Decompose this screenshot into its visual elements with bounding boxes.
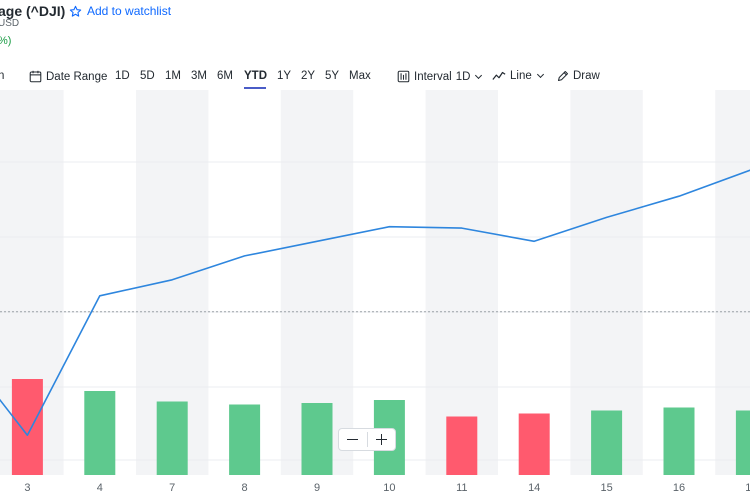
draw-label: Draw bbox=[573, 70, 600, 82]
x-tick-label: 15 bbox=[600, 482, 612, 494]
volume-bar bbox=[301, 403, 333, 475]
x-tick-label: 4 bbox=[97, 482, 103, 494]
zoom-in-button[interactable] bbox=[368, 429, 396, 450]
chart-type-dropdown[interactable]: Line bbox=[492, 70, 544, 82]
volume-bar bbox=[735, 410, 750, 475]
volume-bar bbox=[591, 410, 623, 475]
active-range-indicator bbox=[244, 87, 266, 89]
interval-label: Interval bbox=[414, 70, 452, 83]
volume-bar bbox=[518, 413, 550, 475]
star-icon bbox=[69, 5, 82, 17]
date-range-label: Date Range bbox=[46, 70, 108, 83]
x-axis-ticks: 3 4 7 8 9 10 11 14 15 16 17 bbox=[24, 482, 750, 494]
range-ytd-button[interactable]: YTD bbox=[244, 70, 267, 82]
range-1y-button[interactable]: 1Y bbox=[277, 70, 292, 82]
volume-bar bbox=[663, 407, 695, 475]
range-6m-button[interactable]: 6M bbox=[217, 70, 233, 82]
range-max-button[interactable]: Max bbox=[349, 70, 371, 82]
x-tick-label: 3 bbox=[24, 482, 30, 494]
range-1d-button[interactable]: 1D bbox=[115, 70, 130, 82]
chart-type-label: Line bbox=[510, 70, 532, 82]
add-to-watchlist-button[interactable]: Add to watchlist bbox=[69, 4, 171, 18]
volume-bar bbox=[156, 401, 188, 475]
quote-header: age (^DJI) Add to watchlist USD %) bbox=[0, 0, 750, 60]
volume-bar bbox=[229, 404, 261, 475]
currency-label: USD bbox=[0, 18, 20, 29]
volume-bar bbox=[11, 379, 43, 475]
price-chart[interactable]: 3 4 7 8 9 10 11 14 15 16 17 bbox=[0, 90, 750, 500]
chart-band bbox=[425, 90, 498, 475]
line-chart-icon bbox=[492, 71, 506, 80]
minus-icon bbox=[347, 438, 359, 441]
partial-toolbar-item[interactable]: n bbox=[0, 70, 5, 82]
range-3m-button[interactable]: 3M bbox=[191, 70, 207, 82]
zoom-out-button[interactable] bbox=[339, 429, 367, 450]
quote-title: age (^DJI) bbox=[0, 3, 66, 19]
volume-bar bbox=[84, 391, 116, 475]
range-5d-button[interactable]: 5D bbox=[140, 70, 155, 82]
calendar-icon bbox=[29, 70, 42, 83]
pencil-icon bbox=[557, 70, 569, 82]
x-tick-label: 9 bbox=[314, 482, 320, 494]
interval-dropdown[interactable]: Interval 1D bbox=[397, 70, 483, 83]
x-tick-label: 17 bbox=[745, 482, 750, 494]
x-tick-label: 16 bbox=[673, 482, 685, 494]
chevron-down-icon bbox=[536, 70, 544, 79]
x-tick-label: 10 bbox=[383, 482, 395, 494]
chart-toolbar: n Date Range 1D 5D 1M 3M 6M YTD 1Y 2Y 5Y… bbox=[0, 66, 750, 90]
date-range-button[interactable]: Date Range bbox=[29, 70, 107, 83]
interval-value: 1D bbox=[455, 70, 471, 83]
plus-icon bbox=[375, 434, 387, 445]
candlestick-icon bbox=[397, 70, 410, 83]
range-2y-button[interactable]: 2Y bbox=[301, 70, 316, 82]
chevron-down-icon bbox=[475, 71, 483, 79]
x-tick-label: 7 bbox=[169, 482, 175, 494]
range-1m-button[interactable]: 1M bbox=[165, 70, 181, 82]
zoom-divider bbox=[366, 432, 368, 447]
x-tick-label: 11 bbox=[456, 482, 467, 494]
x-tick-label: 14 bbox=[528, 482, 540, 494]
price-line bbox=[0, 169, 750, 437]
volume-bar bbox=[446, 416, 478, 475]
zoom-controls bbox=[338, 428, 396, 451]
price-change: %) bbox=[0, 35, 12, 47]
draw-button[interactable]: Draw bbox=[557, 70, 600, 82]
add-to-watchlist-label: Add to watchlist bbox=[87, 4, 172, 18]
range-5y-button[interactable]: 5Y bbox=[325, 70, 340, 82]
x-tick-label: 8 bbox=[242, 482, 248, 494]
